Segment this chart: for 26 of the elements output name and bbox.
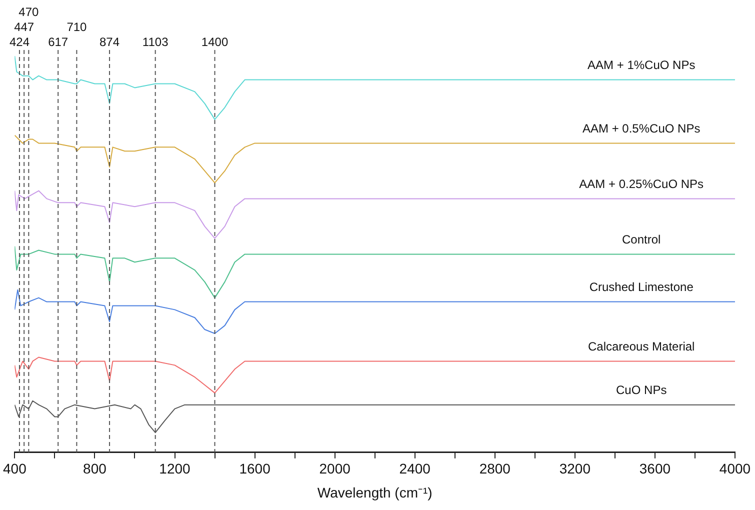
ref-line-label: 447 [14, 20, 34, 34]
x-tick-label: 800 [83, 460, 107, 477]
series-label: Crushed Limestone [589, 280, 694, 294]
series-label: Control [622, 232, 661, 247]
x-tick-label: 1200 [159, 460, 191, 477]
ref-line-label: 424 [9, 35, 30, 49]
x-tick-label: 2000 [319, 460, 351, 477]
x-tick-label: 3200 [559, 460, 591, 477]
ref-line-label: 1103 [142, 35, 169, 49]
ref-line-label: 1400 [201, 35, 228, 49]
ref-line-label: 710 [66, 20, 88, 34]
ref-line-label: 617 [48, 35, 68, 49]
ref-line-label: 874 [100, 35, 120, 49]
series-label: AAM + 0.5%CuO NPs [582, 122, 700, 136]
x-tick-label: 4000 [719, 460, 751, 477]
x-tick-label: 2800 [479, 460, 511, 477]
x-tick-label: 1600 [239, 460, 271, 477]
series-label: Calcareous Material [588, 340, 695, 354]
series-label: AAM + 0.25%CuO NPs [579, 177, 704, 192]
x-tick-label: 2400 [399, 460, 431, 477]
x-tick-label: 400 [3, 460, 27, 477]
ref-line-label: 470 [18, 5, 40, 19]
x-tick-label: 3600 [639, 460, 671, 477]
series-label: CuO NPs [616, 383, 667, 398]
x-axis-title: Wavelength (cm⁻¹) [317, 484, 432, 500]
series-label: AAM + 1%CuO NPs [588, 58, 696, 72]
